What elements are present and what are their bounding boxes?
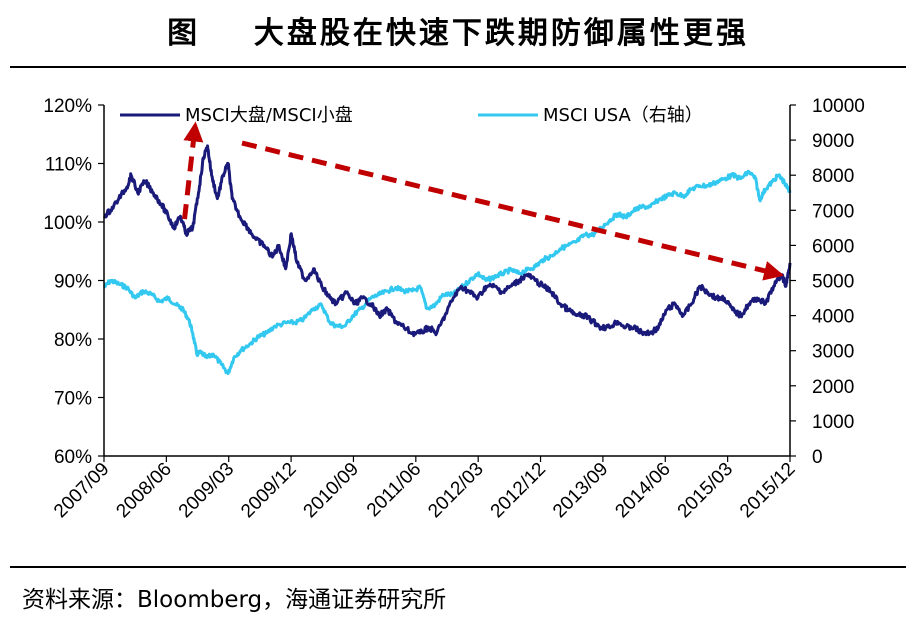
legend: MSCI大盘/MSCI小盘 MSCI USA（右轴） [120,105,703,126]
y-right-tick-label: 0 [812,447,823,468]
x-tick-label: 2015/12 [736,459,799,522]
y-left-tick-label: 120% [43,96,92,117]
y-right-tick-label: 3000 [812,342,854,363]
legend-msci-usa-label: MSCI USA（右轴） [543,105,703,126]
annotation-layer [182,121,785,281]
y-right-tick-label: 4000 [812,307,854,328]
series-line-msci-usa [102,169,792,375]
chart-title: 图 大盘股在快速下跌期防御属性更强 [167,16,749,51]
y-right-tick-label: 9000 [812,131,854,152]
y-left-tick-label: 90% [54,272,92,293]
x-tick-label: 2013/09 [549,459,612,522]
y-right-tick-label: 8000 [812,166,854,187]
y-left-tick-label: 70% [54,389,92,410]
x-tick-label: 2012/12 [487,459,550,522]
y-right-tick-label: 2000 [812,377,854,398]
axes: 60% 70% 80% 90% 100% 110% 120% 0 1000 2000 3000 400… [43,96,864,522]
y-left-tick-label: 60% [54,447,92,468]
y-left-tick-label: 110% [45,155,92,176]
x-tick-label: 2007/09 [50,459,113,522]
y-right-tick-label: 10000 [812,96,865,117]
y-left-tick-label: 80% [54,330,92,351]
x-tick-label: 2008/06 [112,459,175,522]
y-right-tick-label: 1000 [812,412,854,433]
plot-area [102,144,792,375]
y-right-tick-label: 6000 [812,236,854,257]
x-tick-label: 2009/12 [237,459,300,522]
x-tick-label: 2011/06 [363,459,425,521]
source-note: 资料来源：Bloomberg，海通证券研究所 [22,587,447,613]
y-left-tick-label: 100% [43,213,92,234]
x-tick-label: 2009/03 [175,459,238,522]
y-right-tick-label: 7000 [812,201,854,222]
x-tick-label: 2014/06 [611,459,674,522]
legend-ratio-label: MSCI大盘/MSCI小盘 [185,105,353,126]
line-chart: 60% 70% 80% 90% 100% 110% 120% 0 1000 2000 3000 400… [43,96,864,522]
series-line-large-small-ratio [102,144,792,338]
title-underline [10,66,906,68]
x-tick-label: 2012/03 [424,459,487,522]
source-divider [10,566,906,568]
decline-arrow [241,140,785,281]
y-right-tick-label: 5000 [812,272,854,293]
rise-arrow [182,121,204,220]
x-tick-label: 2010/09 [300,459,363,522]
x-tick-label: 2015/03 [674,459,737,522]
